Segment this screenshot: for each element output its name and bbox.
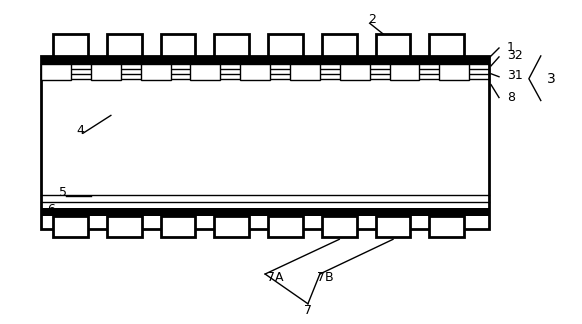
Bar: [214, 215, 249, 237]
Text: 7A: 7A: [267, 271, 283, 284]
Bar: [53, 34, 88, 56]
Bar: [340, 64, 370, 80]
Bar: [190, 64, 221, 80]
Bar: [41, 56, 489, 64]
Text: 31: 31: [507, 69, 523, 82]
Bar: [322, 34, 357, 56]
Bar: [107, 215, 141, 237]
Bar: [240, 64, 270, 80]
Bar: [91, 64, 121, 80]
Bar: [375, 34, 410, 56]
Text: 3: 3: [546, 72, 556, 86]
Text: 4: 4: [76, 124, 84, 137]
Bar: [53, 215, 88, 237]
Text: 7: 7: [304, 304, 312, 317]
Bar: [161, 34, 196, 56]
Text: 1: 1: [507, 41, 515, 54]
Bar: [375, 215, 410, 237]
Bar: [41, 56, 489, 229]
Text: 32: 32: [507, 50, 523, 63]
Text: 2: 2: [368, 13, 375, 26]
Bar: [161, 215, 196, 237]
Text: 8: 8: [507, 91, 515, 104]
Bar: [322, 215, 357, 237]
Bar: [41, 64, 71, 80]
Bar: [268, 34, 303, 56]
Bar: [290, 64, 320, 80]
Bar: [107, 34, 141, 56]
Bar: [214, 34, 249, 56]
Text: 6: 6: [47, 203, 55, 216]
Bar: [389, 64, 420, 80]
Text: 7B: 7B: [317, 271, 333, 284]
Text: 5: 5: [59, 186, 67, 199]
Bar: [41, 208, 489, 215]
Bar: [430, 215, 464, 237]
Bar: [430, 34, 464, 56]
Bar: [141, 64, 171, 80]
Bar: [268, 215, 303, 237]
Bar: [439, 64, 469, 80]
